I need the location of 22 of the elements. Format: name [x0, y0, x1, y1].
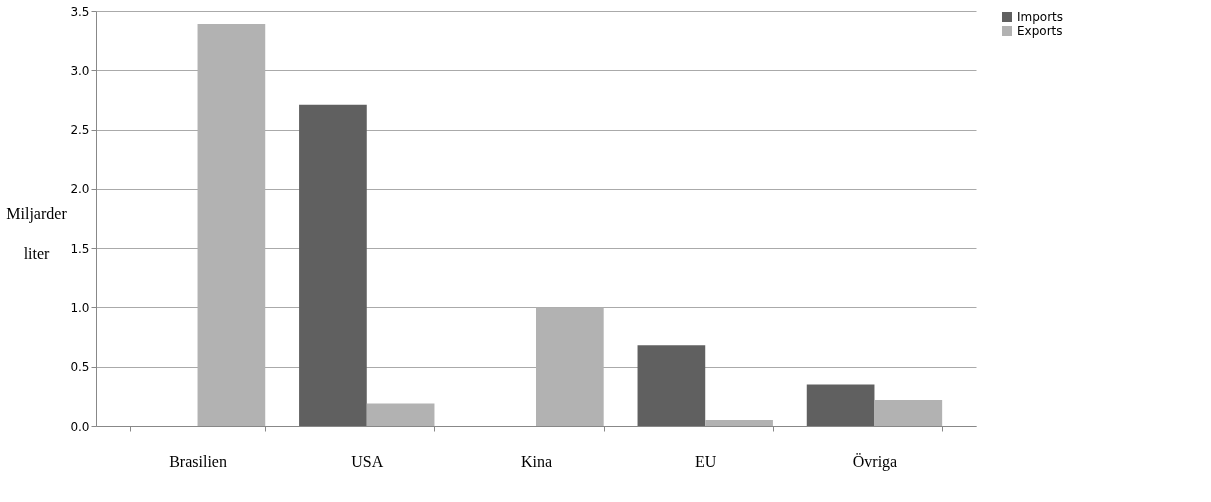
y-tick-label: 3.5	[70, 4, 90, 19]
bar	[637, 345, 706, 426]
x-tick-label: Brasilien	[169, 452, 227, 470]
bar	[705, 420, 773, 426]
y-tick-label: 1.5	[70, 241, 90, 256]
y-tick-label: 2.0	[70, 182, 90, 197]
bar	[366, 403, 435, 426]
x-tick-label: USA	[351, 452, 384, 470]
y-tick-label: 3.0	[70, 63, 90, 78]
legend-label: Imports	[1017, 10, 1064, 24]
x-tick-label: Övriga	[852, 452, 898, 471]
x-tick-label: EU	[695, 452, 717, 470]
legend-label: Exports	[1017, 24, 1063, 38]
y-tick-label: 2.5	[70, 123, 90, 138]
y-tick-label: 0.5	[70, 360, 90, 375]
bar	[874, 399, 943, 426]
y-tick-label: 0.0	[70, 419, 90, 434]
text: Miljarder liter	[6, 204, 67, 262]
bar	[806, 384, 875, 426]
y-tick-label: 1.0	[70, 300, 90, 315]
bar	[299, 104, 367, 426]
x-tick-label: Kina	[520, 452, 553, 470]
